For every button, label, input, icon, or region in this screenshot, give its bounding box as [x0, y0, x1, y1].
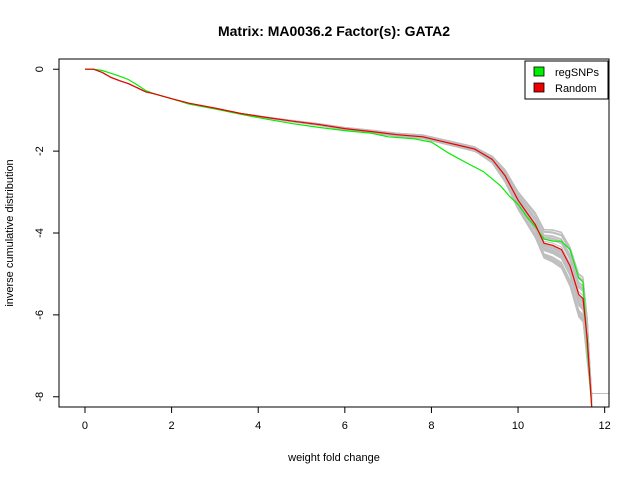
legend-label-regsnps: regSNPs [555, 67, 600, 79]
x-axis-label: weight fold change [287, 452, 380, 464]
y-axis: 0 -2 -4 -6 -8 [34, 66, 60, 402]
random-curve-7 [85, 68, 593, 405]
y-tick-label: -2 [34, 146, 46, 156]
y-tick-label: -8 [34, 392, 46, 402]
random-curve-1 [85, 68, 593, 399]
random-curve-23 [85, 68, 593, 395]
random-curve-19 [85, 68, 593, 401]
x-tick-label: 10 [512, 420, 524, 432]
legend-label-random: Random [555, 83, 597, 95]
legend-swatch-regsnps [533, 66, 545, 77]
random-curve-34 [85, 68, 593, 394]
chart-title: Matrix: MA0036.2 Factor(s): GATA2 [218, 23, 450, 39]
random-curve-36 [85, 68, 593, 396]
random-curve-32 [85, 68, 593, 400]
x-tick-label: 6 [342, 420, 348, 432]
random-curve-25 [85, 68, 593, 404]
y-tick-label: -6 [34, 310, 46, 320]
x-tick-label: 12 [599, 420, 611, 432]
random-curve-37 [85, 68, 593, 394]
random-curve-33 [85, 68, 593, 403]
random-curve-9 [85, 68, 593, 400]
random-curve-27 [85, 68, 593, 398]
random-curve-21 [85, 68, 593, 404]
random-curve-18 [85, 68, 593, 394]
random-curve-6 [85, 68, 593, 395]
random-curve-3 [85, 68, 593, 403]
random-curve-41 [85, 68, 593, 398]
legend-swatch-random [533, 82, 545, 93]
legend: regSNPs Random [524, 60, 609, 100]
random-curve-24 [85, 68, 593, 404]
random-curve-17 [85, 68, 593, 396]
y-tick-label: -4 [34, 228, 46, 238]
x-tick-label: 8 [428, 420, 434, 432]
x-tick-label: 2 [169, 420, 175, 432]
random-curve-29 [85, 68, 593, 405]
random-curve-40 [85, 68, 593, 397]
y-tick-label: 0 [34, 66, 46, 72]
random-curve-28 [85, 68, 593, 402]
random-curve-11 [85, 68, 593, 396]
random-curve-44 [85, 68, 593, 398]
random-curve-16 [85, 68, 593, 403]
random-curve-0 [85, 68, 593, 395]
series-line-random [85, 68, 593, 408]
random-curve-22 [85, 68, 593, 396]
x-axis: 0 2 4 6 8 10 12 [82, 406, 611, 432]
random-curve-5 [85, 68, 593, 395]
random-curve-38 [85, 68, 593, 400]
y-axis-label: inverse cumulative distribution [4, 159, 16, 306]
random-curve-20 [85, 68, 593, 399]
random-curve-26 [85, 68, 593, 400]
plot-frame [58, 58, 610, 408]
random-curve-42 [85, 68, 593, 403]
random-curve-2 [85, 68, 593, 400]
random-curve-10 [85, 68, 593, 395]
random-background-curves [85, 68, 609, 405]
random-curve-31 [85, 68, 593, 405]
x-tick-label: 4 [255, 420, 261, 432]
random-curve-43 [85, 68, 593, 393]
random-curve-39 [85, 68, 593, 395]
random-curve-14 [85, 68, 593, 396]
random-curve-35 [85, 68, 593, 402]
random-curve-30 [85, 68, 593, 400]
series-layer [85, 68, 593, 408]
random-curve-15 [85, 68, 593, 396]
random-curve-4 [85, 68, 593, 399]
random-curve-12 [85, 68, 593, 395]
random-curve-13 [85, 68, 593, 398]
x-tick-label: 0 [82, 420, 88, 432]
random-curve-8 [85, 68, 593, 405]
series-line-regsnps [85, 68, 593, 408]
